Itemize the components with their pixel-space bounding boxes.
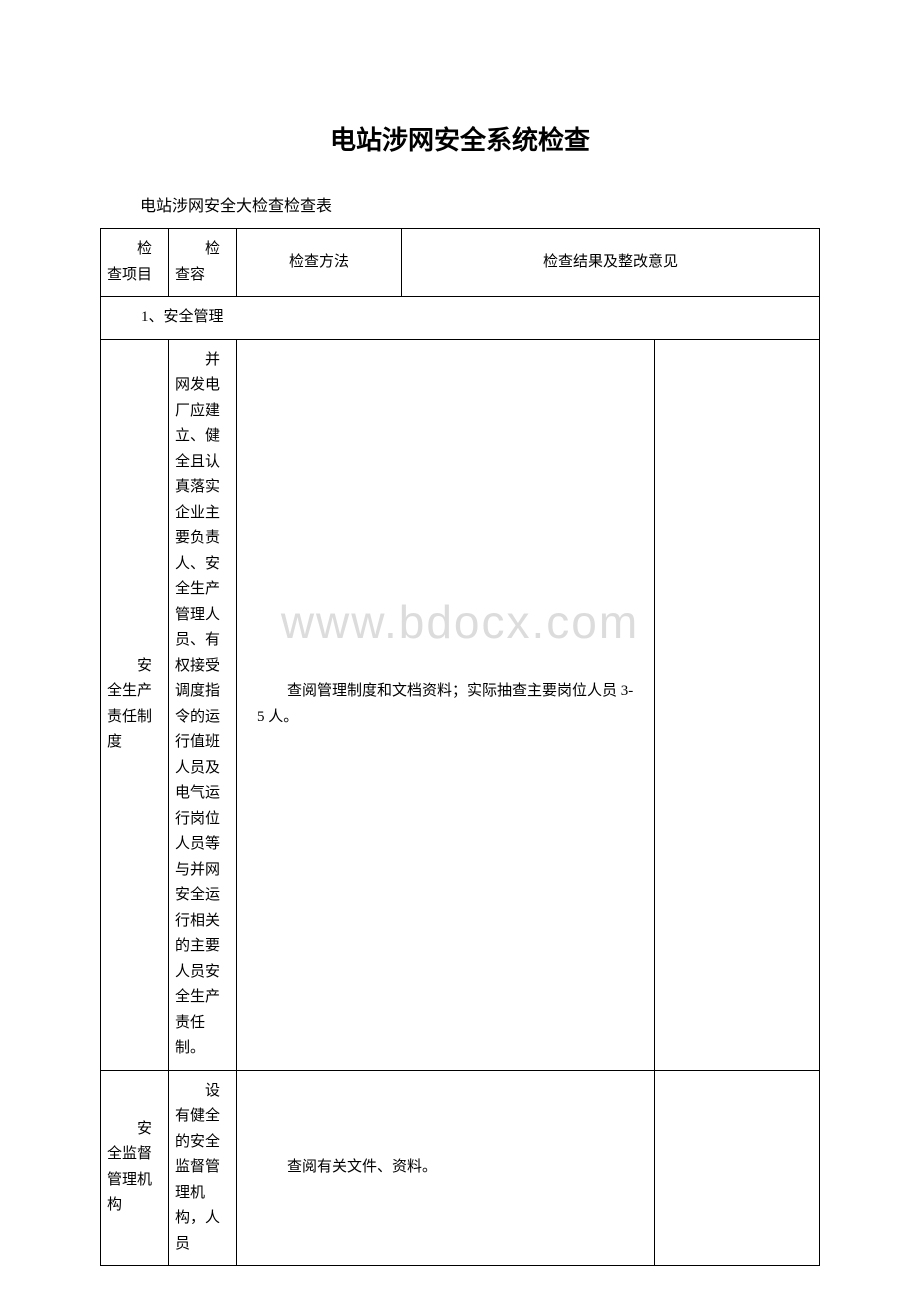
document-title: 电站涉网安全系统检查 <box>100 120 820 157</box>
row-item: 安全监督管理机构 <box>101 1070 169 1266</box>
section-title: 1、安全管理 <box>101 297 820 340</box>
header-check-item: 检查项目 <box>101 229 169 297</box>
row-result <box>655 1070 820 1266</box>
row-content: 并网发电厂应建立、健全且认真落实企业主要负责人、安全生产管理人员、有权接受调度指… <box>169 339 237 1070</box>
row-content: 设有健全的安全监督管理机构，人员 <box>169 1070 237 1266</box>
table-header-row: 检查项目 检查容 检查方法 检查结果及整改意见 <box>101 229 820 297</box>
header-check-result: 检查结果及整改意见 <box>402 229 820 297</box>
table-row: 安全监督管理机构 设有健全的安全监督管理机构，人员 查阅有关文件、资料。 <box>101 1070 820 1266</box>
row-method: 查阅管理制度和文档资料；实际抽查主要岗位人员 3-5 人。 <box>237 339 655 1070</box>
inspection-table: 检查项目 检查容 检查方法 检查结果及整改意见 1、安全管理 安全生产责任制度 … <box>100 228 820 1266</box>
document-subtitle: 电站涉网安全大检查检查表 <box>140 192 820 216</box>
section-row: 1、安全管理 <box>101 297 820 340</box>
table-row: 安全生产责任制度 并网发电厂应建立、健全且认真落实企业主要负责人、安全生产管理人… <box>101 339 820 1070</box>
row-result <box>655 339 820 1070</box>
row-method: 查阅有关文件、资料。 <box>237 1070 655 1266</box>
header-check-content: 检查容 <box>169 229 237 297</box>
row-item: 安全生产责任制度 <box>101 339 169 1070</box>
header-check-method: 检查方法 <box>237 229 402 297</box>
